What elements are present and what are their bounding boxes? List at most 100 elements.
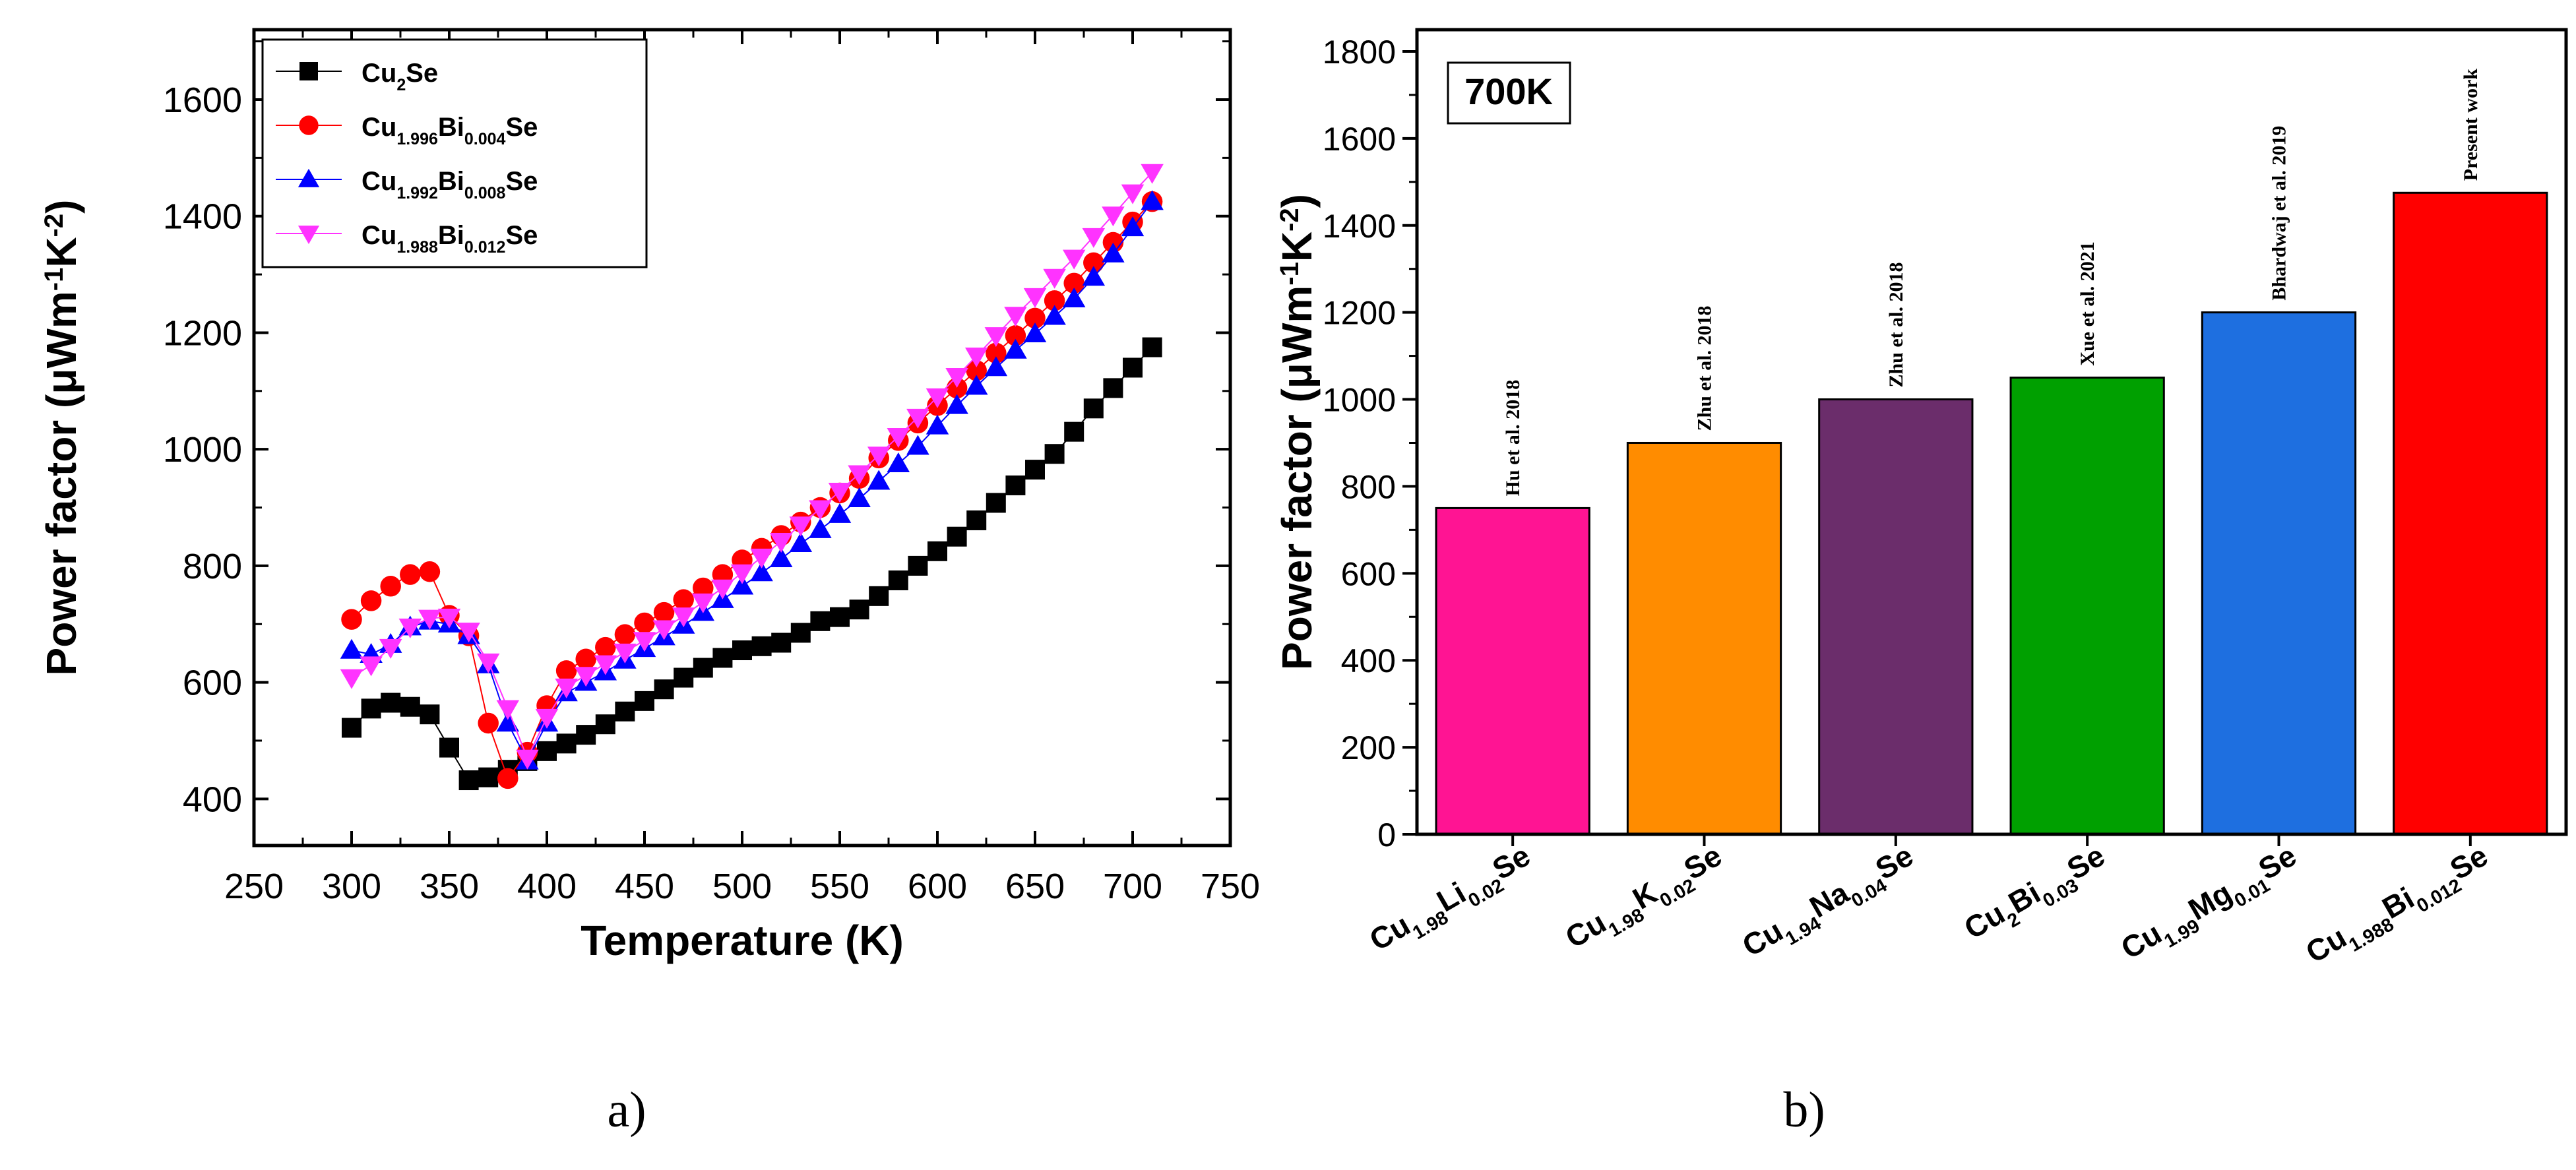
annotation-box xyxy=(1447,61,1571,125)
x-tick-label: 250 xyxy=(224,867,284,906)
data-point-triangle-up xyxy=(906,435,929,455)
y-tick-label: 800 xyxy=(1341,468,1396,505)
data-point-triangle-down xyxy=(887,427,910,448)
y-tick-label: 1200 xyxy=(163,313,242,353)
data-point-triangle-down xyxy=(848,465,871,485)
data-point-triangle-up xyxy=(887,452,910,473)
bar-reference-label: Hu et al. 2018 xyxy=(1502,380,1524,497)
y-tick-label: 0 xyxy=(1377,816,1396,853)
x-tick-label: 300 xyxy=(322,867,381,906)
data-point-square xyxy=(420,704,440,725)
data-point-circle xyxy=(1044,290,1065,311)
data-point-square xyxy=(830,607,850,627)
y-tick-label: 400 xyxy=(183,780,242,819)
data-point-square xyxy=(771,632,792,653)
data-point-triangle-down xyxy=(1062,249,1086,270)
data-point-circle xyxy=(1024,307,1046,329)
data-point-triangle-down xyxy=(769,533,793,553)
text-part: μ xyxy=(1273,363,1321,388)
bar-reference-label: Zhu et al. 2018 xyxy=(1694,305,1716,431)
legend: Cu2SeCu1.996Bi0.004SeCu1.992Bi0.008SeCu1… xyxy=(261,38,648,268)
data-point-square xyxy=(947,526,967,547)
text-part: Se xyxy=(505,113,538,142)
y-tick-label: 1400 xyxy=(163,197,242,237)
bar-reference-label: Zhu et al. 2018 xyxy=(1885,262,1907,388)
caption-b: b) xyxy=(1783,1082,1825,1138)
data-point-square xyxy=(1005,475,1026,495)
data-point-triangle-down xyxy=(298,226,320,245)
data-point-circle xyxy=(966,360,987,381)
x-tick-label: 350 xyxy=(420,867,479,906)
data-point-triangle-up xyxy=(964,375,988,395)
data-point-triangle-down xyxy=(437,608,461,629)
data-point-square xyxy=(576,725,596,745)
data-point-triangle-up xyxy=(945,394,968,414)
data-point-triangle-down xyxy=(672,607,695,628)
data-point-triangle-up xyxy=(867,470,891,490)
data-point-circle xyxy=(575,648,596,670)
y-axis-label: Power factor (μWm-1K-2) xyxy=(38,200,85,676)
data-point-triangle-down xyxy=(1043,268,1066,289)
text-part: Cu xyxy=(361,113,396,142)
bar xyxy=(2393,191,2548,836)
data-point-square xyxy=(849,600,869,620)
data-point-triangle-down xyxy=(1102,206,1125,227)
data-point-triangle-down xyxy=(809,500,832,520)
data-point-triangle-up xyxy=(809,518,832,538)
y-tick-label: 600 xyxy=(183,663,242,703)
data-point-circle xyxy=(299,115,319,135)
data-point-circle xyxy=(1083,252,1104,274)
data-point-square xyxy=(1025,460,1045,480)
plot-frame xyxy=(252,28,1232,847)
data-point-triangle-down xyxy=(535,708,559,729)
data-point-square xyxy=(654,679,674,700)
data-point-circle xyxy=(400,564,421,585)
data-point-circle xyxy=(360,590,382,611)
data-point-triangle-down xyxy=(867,446,891,467)
x-tick-label: 750 xyxy=(1201,867,1260,906)
y-tick-label: 1600 xyxy=(1323,121,1396,158)
text-part: ) xyxy=(1273,194,1321,208)
x-tick-label: 700 xyxy=(1103,867,1162,906)
series-0 xyxy=(342,337,1162,791)
data-point-circle xyxy=(1063,272,1084,294)
data-point-triangle-up xyxy=(1121,216,1145,237)
data-point-triangle-up xyxy=(1141,190,1164,210)
data-point-triangle-down xyxy=(1121,184,1145,204)
data-point-triangle-down xyxy=(984,327,1008,348)
data-point-square xyxy=(478,767,499,787)
data-point-triangle-down xyxy=(398,618,422,638)
data-point-square xyxy=(1044,444,1065,464)
data-point-triangle-up xyxy=(1004,338,1027,359)
data-point-circle xyxy=(614,624,636,645)
data-point-square xyxy=(693,658,713,678)
data-point-triangle-down xyxy=(613,643,637,663)
data-point-square xyxy=(986,493,1006,513)
y-tick-label: 1000 xyxy=(1323,382,1396,419)
data-point-triangle-up xyxy=(1102,242,1125,262)
bar xyxy=(1626,441,1782,836)
text-part: μ xyxy=(38,369,85,394)
data-point-square xyxy=(927,541,947,561)
bar xyxy=(1818,398,1974,836)
data-point-triangle-down xyxy=(457,623,480,643)
data-point-triangle-down xyxy=(379,638,402,659)
data-point-triangle-down xyxy=(496,700,520,720)
data-point-triangle-down xyxy=(516,749,539,770)
x-tick-label: 550 xyxy=(810,867,869,906)
bar-reference-label: Xue et al. 2021 xyxy=(2077,241,2098,365)
text-part: Power factor ( xyxy=(38,394,85,675)
data-point-circle xyxy=(693,577,714,599)
data-point-triangle-down xyxy=(594,655,617,675)
data-point-square xyxy=(615,701,635,722)
data-point-triangle-up xyxy=(340,638,363,659)
text-part: Wm xyxy=(1273,286,1321,363)
data-point-circle xyxy=(634,612,655,634)
text-part: Se xyxy=(505,221,538,250)
data-point-triangle-down xyxy=(1004,307,1027,327)
caption-a: a) xyxy=(607,1082,646,1138)
data-point-circle xyxy=(595,636,616,658)
data-point-square xyxy=(556,733,577,754)
data-point-square xyxy=(381,693,401,713)
data-point-square xyxy=(732,640,752,661)
